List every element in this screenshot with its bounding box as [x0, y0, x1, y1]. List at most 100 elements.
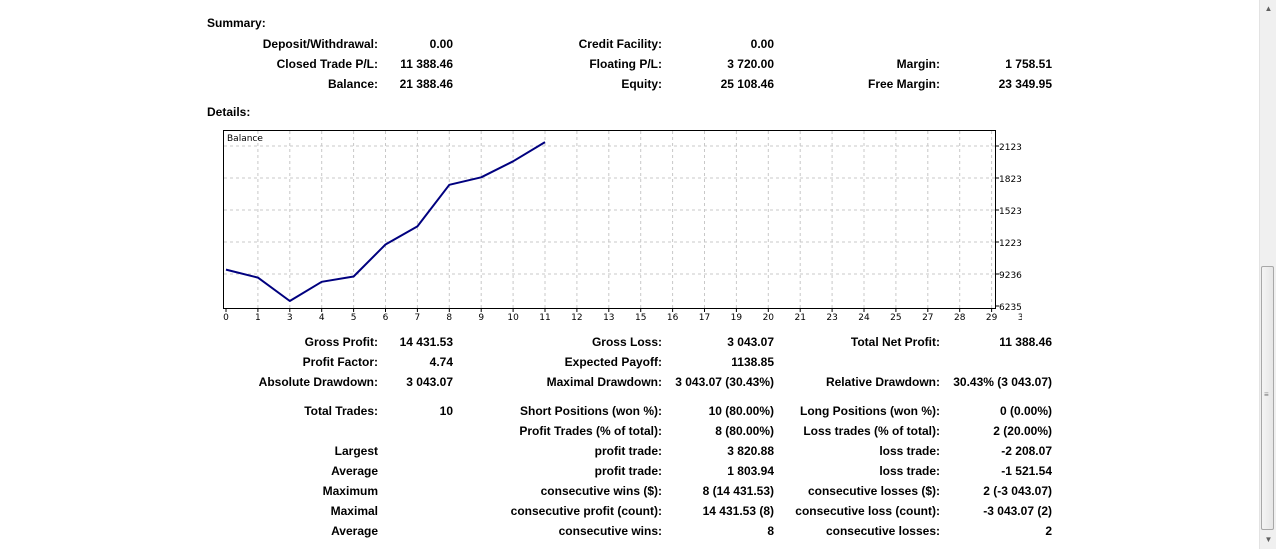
- absolute-drawdown-label: Absolute Drawdown:: [258, 375, 378, 389]
- x-tick-label: 21: [794, 313, 805, 323]
- largest-loss-label: loss trade:: [879, 444, 940, 458]
- x-tick-label: 8: [446, 313, 452, 323]
- margin-value: 1 758.51: [1005, 57, 1052, 71]
- gross-profit-label: Gross Profit:: [304, 335, 378, 349]
- maximal-label: Maximal: [330, 504, 378, 518]
- x-tick-label: 6: [383, 313, 389, 323]
- equity-label: Equity:: [621, 77, 662, 91]
- avg-consecutive-losses-label: consecutive losses:: [825, 524, 940, 538]
- short-positions-label: Short Positions (won %):: [520, 404, 662, 418]
- profit-trades-value: 8 (80.00%): [715, 424, 774, 438]
- x-tick-label: 31: [1018, 313, 1022, 323]
- largest-profit-value: 3 820.88: [727, 444, 774, 458]
- relative-drawdown-label: Relative Drawdown:: [825, 375, 940, 389]
- x-tick-label: 4: [319, 313, 325, 323]
- total-trades-label: Total Trades:: [304, 404, 378, 418]
- loss-trades-label: Loss trades (% of total):: [803, 424, 940, 438]
- grip-icon: ≡: [1264, 390, 1269, 399]
- expected-payoff-value: 1138.85: [731, 355, 774, 369]
- gross-loss-label: Gross Loss:: [591, 335, 662, 349]
- y-tick-label: 18237: [999, 175, 1022, 185]
- largest-loss-value: -2 208.07: [1001, 444, 1052, 458]
- average-loss-label: loss trade:: [879, 464, 940, 478]
- maximal-profit-value: 14 431.53 (8): [702, 504, 774, 518]
- profit-trades-label: Profit Trades (% of total):: [519, 424, 662, 438]
- profit-factor-label: Profit Factor:: [302, 355, 378, 369]
- y-tick-label: 15237: [999, 207, 1022, 217]
- average-profit-label: profit trade:: [594, 464, 662, 478]
- gross-loss-value: 3 043.07: [727, 335, 774, 349]
- maximum-label: Maximum: [322, 484, 378, 498]
- chart-series: [225, 141, 546, 302]
- maximal-profit-label: consecutive profit (count):: [510, 504, 662, 518]
- closed-pl-value: 11 388.46: [400, 57, 453, 71]
- max-consecutive-losses-value: 2 (-3 043.07): [983, 484, 1052, 498]
- free-margin-value: 23 349.95: [998, 77, 1052, 91]
- x-tick-label: 28: [954, 313, 966, 323]
- x-tick-label: 24: [858, 313, 870, 323]
- largest-label: Largest: [334, 444, 378, 458]
- x-tick-label: 16: [667, 313, 679, 323]
- max-consecutive-losses-label: consecutive losses ($):: [807, 484, 940, 498]
- x-tick-label: 10: [507, 313, 519, 323]
- credit-label: Credit Facility:: [578, 37, 662, 51]
- credit-value: 0.00: [750, 37, 774, 51]
- x-tick-label: 17: [699, 313, 710, 323]
- x-tick-label: 11: [539, 313, 550, 323]
- maximal-drawdown-label: Maximal Drawdown:: [546, 375, 662, 389]
- loss-trades-value: 2 (20.00%): [993, 424, 1052, 438]
- total-trades-value: 10: [439, 404, 453, 418]
- floating-value: 3 720.00: [727, 57, 774, 71]
- y-tick-label: 9236: [999, 271, 1022, 281]
- x-tick-label: 9: [478, 313, 484, 323]
- total-net-value: 11 388.46: [999, 335, 1052, 349]
- total-net-label: Total Net Profit:: [850, 335, 940, 349]
- x-axis-ticks: 0 1 3 4 5 6 7 8 9 10 11 12 13 15 16 17 19 20 21 23 24 25 27 28 2…: [223, 308, 1022, 323]
- deposit-value: 0.00: [429, 37, 453, 51]
- deposit-label: Deposit/Withdrawal:: [262, 37, 378, 51]
- x-tick-label: 1: [255, 313, 261, 323]
- x-tick-label: 27: [922, 313, 933, 323]
- gross-profit-value: 14 431.53: [399, 335, 453, 349]
- x-tick-label: 13: [603, 313, 614, 323]
- balance-chart: Balance 2123818237152371223692366235 013…: [223, 130, 1022, 323]
- x-tick-label: 3: [287, 313, 293, 323]
- avg-consecutive-losses-value: 2: [1045, 524, 1052, 538]
- short-positions-value: 10 (80.00%): [708, 404, 774, 418]
- avg-consecutive-wins-label: consecutive wins:: [558, 524, 662, 538]
- scrollbar-thumb[interactable]: [1261, 266, 1274, 530]
- long-positions-label: Long Positions (won %):: [800, 404, 940, 418]
- x-tick-label: 15: [635, 313, 646, 323]
- relative-drawdown-value: 30.43% (3 043.07): [953, 375, 1052, 389]
- average-consecutive-label: Average: [331, 524, 378, 538]
- x-tick-label: 19: [731, 313, 743, 323]
- x-tick-label: 5: [351, 313, 357, 323]
- profit-factor-value: 4.74: [429, 355, 453, 369]
- chart-grid: [224, 131, 995, 308]
- x-tick-label: 25: [890, 313, 901, 323]
- x-tick-label: 23: [826, 313, 837, 323]
- free-margin-label: Free Margin:: [867, 77, 940, 91]
- balance-label: Balance:: [327, 77, 378, 91]
- max-consecutive-wins-label: consecutive wins ($):: [540, 484, 662, 498]
- balance-value: 21 388.46: [399, 77, 453, 91]
- max-consecutive-wins-value: 8 (14 431.53): [702, 484, 774, 498]
- absolute-drawdown-value: 3 043.07: [406, 375, 453, 389]
- y-tick-label: 6235: [999, 303, 1022, 313]
- chart-title: Balance: [227, 134, 263, 144]
- maximal-loss-value: -3 043.07 (2): [983, 504, 1052, 518]
- triangle-up-icon[interactable]: ▲: [1264, 4, 1273, 13]
- margin-label: Margin:: [896, 57, 940, 71]
- average-loss-value: -1 521.54: [1001, 464, 1052, 478]
- x-tick-label: 20: [763, 313, 775, 323]
- balance-series-line: [225, 141, 546, 302]
- x-tick-label: 29: [986, 313, 998, 323]
- x-tick-label: 0: [223, 313, 229, 323]
- y-tick-label: 12236: [999, 239, 1022, 249]
- chart-plot-area: [223, 130, 996, 309]
- y-axis-ticks: 21238 18237 15237 12236 9236 6235: [995, 143, 1022, 313]
- maximal-drawdown-value: 3 043.07 (30.43%): [675, 375, 774, 389]
- closed-pl-label: Closed Trade P/L:: [276, 57, 378, 71]
- triangle-down-icon[interactable]: ▼: [1264, 535, 1273, 544]
- x-tick-label: 7: [415, 313, 421, 323]
